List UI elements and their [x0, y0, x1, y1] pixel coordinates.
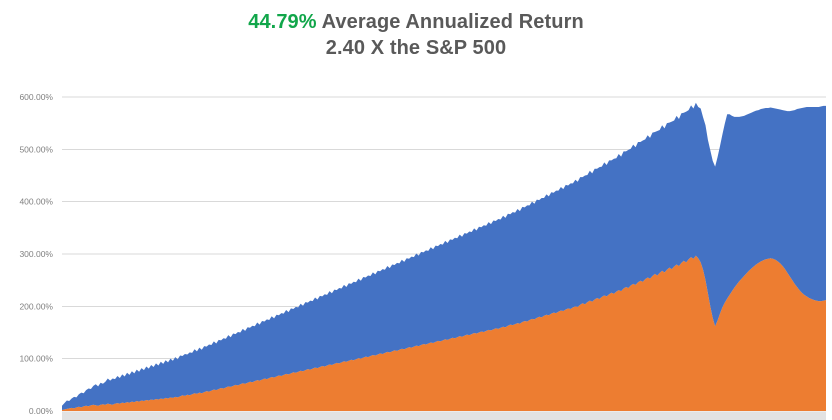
area-series	[62, 255, 826, 411]
x-axis-band	[62, 412, 826, 420]
y-axis-tick-label: 100.00%	[19, 354, 53, 364]
chart-title-accent-value: 44.79%	[248, 11, 317, 33]
y-axis-tick-labels: 0.00% 100.00% 200.00% 300.00% 400.00% 500.00%…	[19, 92, 53, 416]
chart-title: 44.79% Average Annualized Return 2.40 X …	[0, 10, 832, 61]
area-series	[62, 102, 826, 410]
chart-title-line-2: 2.40 X the S&P 500	[325, 36, 507, 59]
y-axis-tick-label: 400.00%	[19, 197, 53, 207]
chart-title-line-1: 44.79% Average Annualized Return	[0, 10, 832, 36]
chart-title-line-1-text: Average Annualized Return	[316, 11, 584, 33]
y-axis-tick-label: 500.00%	[19, 144, 53, 154]
y-axis-tick-label: 300.00%	[19, 249, 53, 259]
series-group	[62, 102, 826, 411]
y-axis-tick-label: 0.00%	[29, 406, 54, 416]
y-axis-tick-label: 600.00%	[19, 92, 53, 102]
y-axis-tick-label: 200.00%	[19, 301, 53, 311]
